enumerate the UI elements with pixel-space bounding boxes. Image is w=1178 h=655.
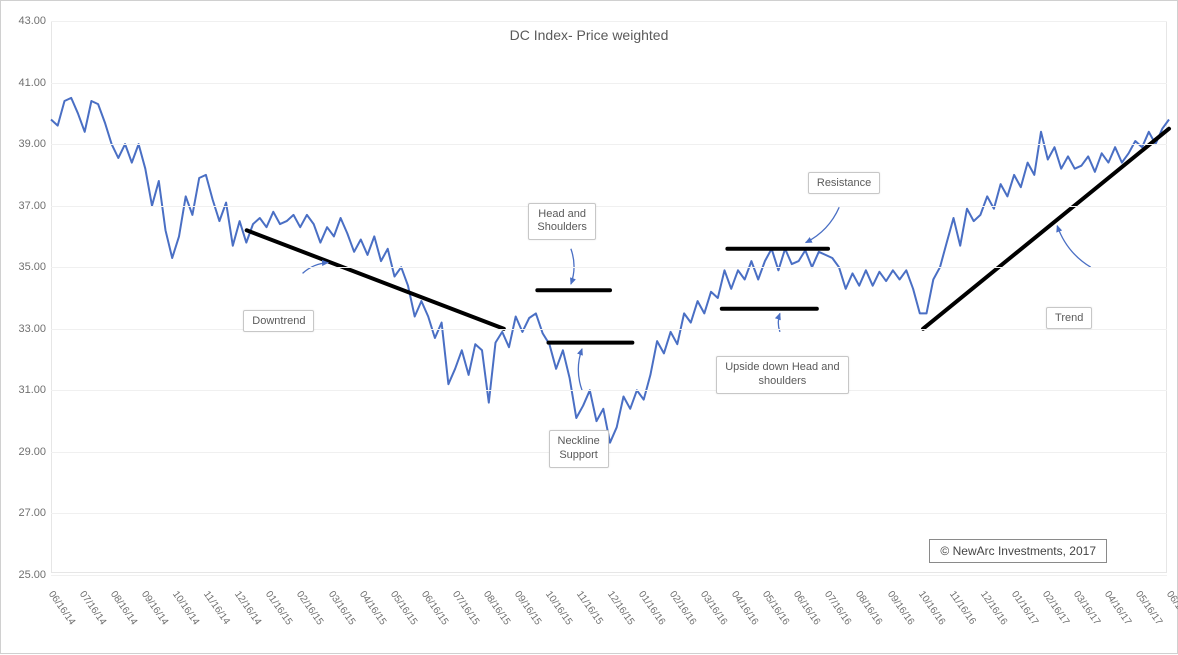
x-tick-label: 08/16/16 xyxy=(853,589,884,627)
x-tick-label: 11/16/16 xyxy=(947,589,978,627)
y-tick-label: 33.00 xyxy=(1,323,46,335)
y-tick-label: 39.00 xyxy=(1,138,46,150)
gridline xyxy=(51,21,1167,22)
x-tick-label: 12/16/16 xyxy=(978,589,1009,627)
x-tick-label: 04/16/15 xyxy=(356,589,387,627)
plot-area xyxy=(51,21,1167,573)
x-tick-label: 03/16/17 xyxy=(1071,589,1102,627)
callout-trend: Trend xyxy=(1046,307,1092,329)
gridline xyxy=(51,329,1167,330)
x-tick-label: 04/16/17 xyxy=(1102,589,1133,627)
gridline xyxy=(51,390,1167,391)
copyright-box: © NewArc Investments, 2017 xyxy=(929,539,1107,563)
callout-upside-down-head-and-shoulders: Upside down Head andshoulders xyxy=(716,356,848,394)
y-tick-label: 43.00 xyxy=(1,15,46,27)
x-tick-label: 06/16/17 xyxy=(1164,589,1178,627)
x-tick-label: 12/16/14 xyxy=(232,589,263,627)
chart-title: DC Index- Price weighted xyxy=(1,27,1177,43)
x-tick-label: 09/16/14 xyxy=(139,589,170,627)
callout-neckline-support: NecklineSupport xyxy=(549,430,609,468)
x-tick-label: 09/16/15 xyxy=(512,589,543,627)
x-tick-label: 05/16/16 xyxy=(760,589,791,627)
x-tick-label: 10/16/16 xyxy=(915,589,946,627)
x-tick-label: 07/16/14 xyxy=(77,589,108,627)
y-tick-label: 29.00 xyxy=(1,446,46,458)
callout-head-and-shoulders: Head andShoulders xyxy=(528,203,596,241)
x-tick-label: 01/16/16 xyxy=(636,589,667,627)
gridline xyxy=(51,575,1167,576)
callout-downtrend: Downtrend xyxy=(243,310,314,332)
x-tick-label: 09/16/16 xyxy=(884,589,915,627)
gridline xyxy=(51,206,1167,207)
y-tick-label: 41.00 xyxy=(1,77,46,89)
x-tick-label: 05/16/15 xyxy=(388,589,419,627)
x-tick-label: 08/16/15 xyxy=(481,589,512,627)
y-tick-label: 31.00 xyxy=(1,384,46,396)
y-tick-label: 25.00 xyxy=(1,569,46,581)
x-tick-label: 10/16/15 xyxy=(543,589,574,627)
x-tick-label: 07/16/15 xyxy=(450,589,481,627)
x-tick-label: 03/16/16 xyxy=(698,589,729,627)
x-tick-label: 03/16/15 xyxy=(325,589,356,627)
x-tick-label: 11/16/14 xyxy=(201,589,232,627)
callout-resistance: Resistance xyxy=(808,172,880,194)
gridline xyxy=(51,83,1167,84)
chart-container: DC Index- Price weighted © NewArc Invest… xyxy=(0,0,1178,654)
x-tick-label: 12/16/15 xyxy=(605,589,636,627)
x-tick-label: 06/16/14 xyxy=(46,589,77,627)
gridline xyxy=(51,513,1167,514)
y-tick-label: 35.00 xyxy=(1,261,46,273)
y-tick-label: 27.00 xyxy=(1,507,46,519)
x-tick-label: 06/16/15 xyxy=(419,589,450,627)
gridline xyxy=(51,452,1167,453)
x-tick-label: 02/16/15 xyxy=(294,589,325,627)
x-tick-label: 01/16/17 xyxy=(1009,589,1040,627)
x-tick-label: 04/16/16 xyxy=(729,589,760,627)
gridline xyxy=(51,267,1167,268)
x-tick-label: 02/16/17 xyxy=(1040,589,1071,627)
x-tick-label: 06/16/16 xyxy=(791,589,822,627)
x-tick-label: 07/16/16 xyxy=(822,589,853,627)
x-tick-label: 10/16/14 xyxy=(170,589,201,627)
x-tick-label: 01/16/15 xyxy=(263,589,294,627)
x-tick-label: 11/16/15 xyxy=(574,589,605,627)
y-tick-label: 37.00 xyxy=(1,200,46,212)
x-tick-label: 05/16/17 xyxy=(1133,589,1164,627)
gridline xyxy=(51,144,1167,145)
x-tick-label: 02/16/16 xyxy=(667,589,698,627)
x-tick-label: 08/16/14 xyxy=(108,589,139,627)
